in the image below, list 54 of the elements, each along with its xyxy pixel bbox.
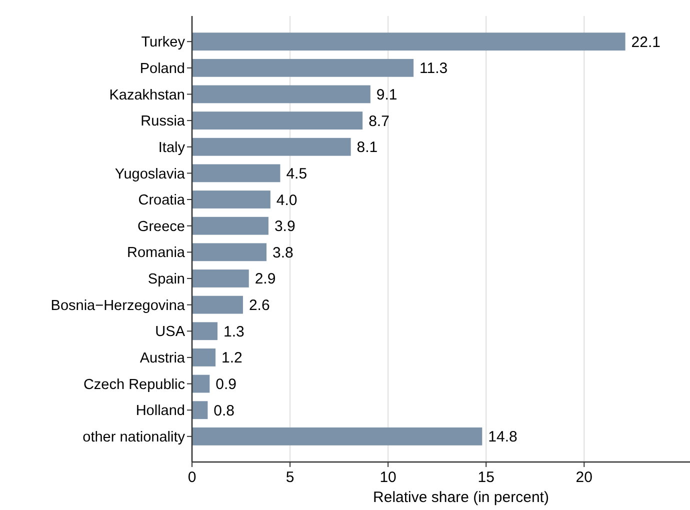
data-label: 8.1	[356, 139, 378, 156]
bar	[192, 427, 482, 446]
bar	[192, 138, 351, 156]
y-tick-label: Italy	[158, 140, 186, 156]
bar	[192, 164, 280, 182]
data-label: 1.3	[223, 323, 244, 340]
y-tick-label: Romania	[126, 245, 186, 262]
y-tick-label: Spain	[148, 272, 185, 288]
y-tick-label: Croatia	[138, 192, 186, 209]
y-tick-label: USA	[155, 324, 186, 340]
x-axis-title: Relative share (in percent)	[373, 489, 549, 506]
bar	[192, 216, 268, 235]
data-label: 3.8	[272, 244, 294, 262]
bar	[192, 270, 249, 288]
bar	[192, 58, 414, 77]
data-label: 3.9	[274, 218, 296, 236]
y-tick-label: Bosnia−Herzegovina	[50, 298, 186, 314]
bar	[192, 401, 208, 420]
data-label: 4.5	[286, 165, 308, 182]
data-label: 1.2	[222, 350, 242, 367]
data-label: 2.9	[254, 270, 276, 288]
bar	[192, 243, 267, 262]
data-label: 22.1	[631, 34, 660, 51]
x-tick-label: 0	[188, 469, 196, 486]
y-tick-label: Holland	[136, 403, 185, 420]
x-tick-label: 20	[576, 469, 592, 486]
bar	[192, 85, 370, 104]
x-tick-label: 5	[286, 469, 294, 486]
data-label: 14.8	[488, 428, 518, 446]
bar	[192, 190, 270, 208]
y-tick-label: Russia	[140, 114, 186, 130]
y-tick-label: Greece	[137, 218, 185, 235]
y-tick-label: Czech Republic	[83, 376, 185, 393]
y-tick-label: other nationality	[82, 429, 186, 446]
data-label: 11.3	[420, 60, 448, 78]
data-label: 0.9	[216, 376, 237, 394]
y-tick-label: Yugoslavia	[114, 166, 186, 182]
x-tick-label: 15	[478, 469, 494, 486]
x-tick-label: 10	[380, 469, 396, 486]
bar	[192, 296, 243, 314]
data-label: 8.7	[368, 112, 390, 130]
y-tick-label: Austria	[140, 350, 186, 367]
data-label: 4.0	[276, 192, 298, 209]
y-tick-label: Turkey	[141, 34, 186, 51]
data-label: 2.6	[248, 297, 270, 314]
bar	[192, 32, 626, 51]
bar	[192, 112, 363, 130]
data-label: 0.8	[214, 402, 235, 420]
data-label: 9.1	[376, 86, 398, 104]
y-tick-label: Kazakhstan	[109, 87, 185, 104]
bar	[192, 322, 218, 340]
bar	[192, 374, 210, 393]
bar	[192, 348, 216, 366]
y-tick-label: Poland	[140, 60, 185, 77]
